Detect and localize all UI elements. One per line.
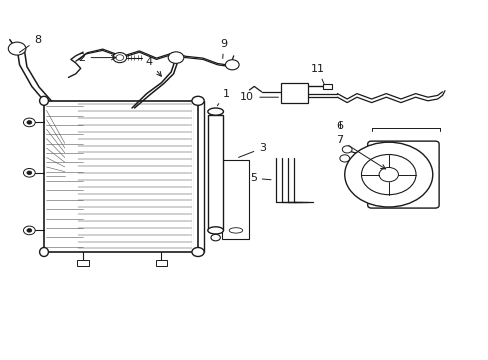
Ellipse shape [40, 96, 48, 105]
Bar [222, 160, 249, 239]
Circle shape [344, 142, 432, 207]
Circle shape [339, 155, 349, 162]
Circle shape [168, 52, 183, 63]
Circle shape [113, 53, 126, 63]
Bar [77, 260, 89, 266]
Text: 11: 11 [310, 64, 324, 84]
Text: 6: 6 [336, 121, 343, 131]
Circle shape [116, 55, 123, 60]
Circle shape [27, 229, 32, 232]
FancyBboxPatch shape [367, 141, 438, 208]
Circle shape [225, 60, 239, 70]
Circle shape [27, 121, 32, 124]
Circle shape [361, 154, 415, 195]
Circle shape [27, 171, 32, 175]
Bar [323, 84, 331, 89]
Bar [207, 115, 223, 230]
Bar [155, 260, 167, 266]
Text: 8: 8 [20, 35, 41, 53]
Text: 1: 1 [217, 89, 229, 106]
Ellipse shape [210, 234, 220, 241]
Text: 3: 3 [238, 143, 265, 157]
Ellipse shape [229, 228, 242, 233]
Ellipse shape [40, 248, 48, 256]
Circle shape [23, 118, 35, 127]
Text: 4: 4 [145, 57, 161, 76]
Circle shape [23, 226, 35, 235]
Ellipse shape [207, 108, 223, 115]
Ellipse shape [191, 248, 204, 256]
Ellipse shape [191, 96, 204, 105]
Text: 2: 2 [78, 53, 116, 63]
Circle shape [342, 146, 351, 153]
Circle shape [23, 168, 35, 177]
Text: 9: 9 [220, 39, 227, 58]
Bar [281, 83, 307, 103]
Circle shape [378, 167, 398, 182]
Circle shape [8, 42, 26, 55]
Ellipse shape [207, 227, 223, 234]
Text: 10: 10 [240, 92, 278, 102]
Text: 7: 7 [336, 135, 385, 169]
Text: 5: 5 [249, 173, 270, 183]
